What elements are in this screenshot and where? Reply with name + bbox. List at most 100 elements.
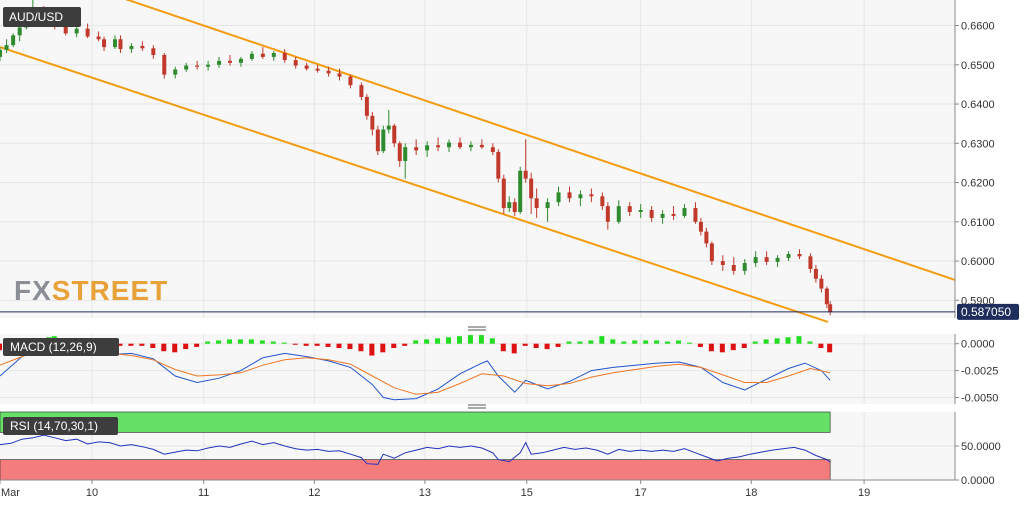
candle <box>507 196 512 212</box>
current-price-pill: 0.587050 <box>957 303 1019 320</box>
macd-histogram-bar <box>139 343 145 346</box>
candle-body <box>638 210 643 212</box>
time-axis: Mar 10 11 12 13 15 17 18 19 <box>0 479 955 499</box>
candle-body <box>828 304 833 312</box>
macd-histogram-bar <box>632 340 638 344</box>
candle-body <box>600 196 605 207</box>
candle <box>649 206 654 222</box>
price-tick-label: 0.6100 <box>961 217 995 229</box>
candle-body <box>786 254 791 258</box>
candle <box>381 125 386 154</box>
resize-handle-macd[interactable] <box>468 326 486 331</box>
candle <box>364 94 369 120</box>
rsi-tick-label: 50.0000 <box>961 441 1001 453</box>
candle <box>534 188 539 218</box>
candle-body <box>660 213 665 218</box>
price-tick-label: 0.6000 <box>961 256 995 268</box>
macd-histogram-bar <box>785 337 791 344</box>
macd-histogram-bar <box>818 343 824 348</box>
candle-body <box>249 53 254 59</box>
macd-histogram-bar <box>281 342 287 344</box>
candle <box>709 241 714 265</box>
channel-lower-line <box>0 46 829 323</box>
rsi-line <box>0 434 831 465</box>
fxstreet-watermark: FXSTREET <box>14 275 168 306</box>
candle-body <box>96 36 101 40</box>
candle-body <box>173 69 178 75</box>
candle <box>501 174 506 214</box>
candle <box>425 141 430 158</box>
price-tick-label: 0.6600 <box>961 21 995 33</box>
candle-body <box>490 147 495 152</box>
candle-body <box>649 210 654 218</box>
candle <box>704 227 709 248</box>
candle-body <box>129 45 134 50</box>
macd-histogram-bar <box>719 343 725 353</box>
macd-histogram-bar <box>752 341 758 344</box>
candle-body <box>753 257 758 264</box>
macd-histogram-bar <box>226 339 232 344</box>
candle <box>436 137 441 152</box>
candle-body <box>337 73 342 77</box>
macd-histogram-bar <box>205 341 211 344</box>
candle <box>375 125 380 156</box>
macd-histogram-bar <box>0 343 2 351</box>
candle <box>545 198 550 222</box>
macd-histogram-bar <box>827 343 833 353</box>
rsi-panel: 50.0000 0.0000 RSI (14,70,30,1) <box>0 411 1001 487</box>
candle-body <box>206 64 211 67</box>
macd-histogram-bar <box>643 340 649 344</box>
candle-body <box>348 76 353 86</box>
candle <box>529 172 534 214</box>
candle <box>304 62 309 71</box>
candle <box>813 265 818 283</box>
candle-body <box>578 194 583 199</box>
candle <box>828 301 833 316</box>
price-grid <box>0 0 955 318</box>
candle-body <box>819 278 824 289</box>
macd-histogram-bar <box>708 343 714 352</box>
macd-histogram-bar <box>676 340 682 344</box>
time-tick-label: 17 <box>635 487 647 499</box>
candle <box>627 202 632 216</box>
macd-histogram-bar <box>741 343 747 348</box>
macd-histogram-bar <box>599 336 605 344</box>
candle <box>556 186 561 207</box>
macd-histogram-bar <box>347 343 353 350</box>
candle-body <box>616 206 621 222</box>
candle <box>17 25 22 42</box>
price-tick-label: 0.6500 <box>961 60 995 72</box>
candle <box>348 74 353 89</box>
candle-body <box>556 192 561 203</box>
candle-body <box>545 202 550 209</box>
macd-histogram-bar <box>292 343 298 345</box>
macd-histogram-bar <box>424 339 430 344</box>
candle-body <box>447 142 452 148</box>
candle <box>173 66 178 79</box>
candle-body <box>523 170 528 179</box>
svg-text:FXSTREET: FXSTREET <box>14 275 168 306</box>
candle <box>600 192 605 211</box>
candle <box>616 200 621 224</box>
candle-body <box>797 254 802 257</box>
macd-histogram-bar <box>654 340 660 344</box>
candle <box>819 274 824 293</box>
macd-histogram-bar <box>774 338 780 344</box>
candle <box>359 82 364 101</box>
macd-histogram-bar <box>270 341 276 344</box>
candle-body <box>682 208 687 216</box>
resize-handle-rsi[interactable] <box>468 404 486 409</box>
candle <box>457 137 462 150</box>
candle <box>112 35 117 50</box>
macd-histogram-bar <box>763 339 769 344</box>
candle-body <box>518 170 523 212</box>
candle-body <box>17 27 22 36</box>
candle <box>227 54 232 66</box>
candle <box>315 64 320 73</box>
candle-body <box>112 39 117 48</box>
candle <box>260 47 265 59</box>
candle-body <box>282 53 287 61</box>
macd-histogram-bar <box>686 342 692 344</box>
candle-body <box>436 145 441 148</box>
macd-histogram-bar <box>172 343 178 353</box>
